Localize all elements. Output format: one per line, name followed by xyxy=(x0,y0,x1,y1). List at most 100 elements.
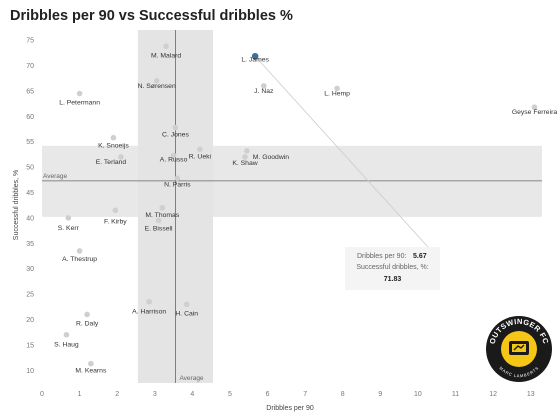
point-label: E. Terland xyxy=(96,159,127,166)
x-tick-label: 0 xyxy=(40,391,44,398)
data-point xyxy=(261,83,267,89)
data-point xyxy=(155,217,162,224)
x-tick-label: 4 xyxy=(190,391,194,398)
tooltip-x-label: Dribbles per 90: xyxy=(357,253,406,260)
point-label: Geyse Ferreira xyxy=(512,109,558,116)
point-label: J. Naz xyxy=(254,88,274,95)
y-tick-label: 45 xyxy=(26,190,34,197)
y-tick-label: 25 xyxy=(26,292,34,299)
x-tick-labels: 0 1 2 3 4 5 6 7 8 9 10 11 12 13 xyxy=(40,391,535,398)
data-point xyxy=(153,77,160,84)
y-tick-label: 15 xyxy=(26,342,34,349)
tooltip-y-value: 71.83 xyxy=(384,276,402,283)
y-tick-label: 50 xyxy=(26,165,34,172)
data-point xyxy=(110,134,117,141)
x-tick-label: 6 xyxy=(266,391,270,398)
data-point xyxy=(163,43,169,50)
point-label: L. Hemp xyxy=(324,90,350,97)
data-point xyxy=(170,152,177,159)
y-tick-label: 40 xyxy=(26,215,34,222)
data-point xyxy=(251,52,259,60)
point-label: N. Sørensen xyxy=(138,83,176,90)
point-label: H. Cain xyxy=(175,310,198,317)
data-point xyxy=(146,298,152,305)
point-label: S. Haug xyxy=(54,342,79,349)
point-labels: M. Malard L. James N. Sørensen J. Naz L. Hem… xyxy=(54,52,557,374)
x-tick-label: 2 xyxy=(115,391,119,398)
point-label: R. Daly xyxy=(76,320,99,327)
x-axis-label: Dribbles per 90 xyxy=(266,405,314,412)
data-point xyxy=(334,85,340,92)
point-label: F. Kirby xyxy=(104,218,127,225)
tooltip: Dribbles per 90: 5.67 Successful dribbles,… xyxy=(345,247,440,290)
data-point xyxy=(183,301,190,308)
x-tick-label: 5 xyxy=(228,391,232,398)
y-tick-label: 65 xyxy=(26,88,34,95)
data-points xyxy=(63,43,538,367)
y-tick-label: 10 xyxy=(26,368,34,375)
tooltip-x-value: 5.67 xyxy=(413,253,427,260)
y-tick-label: 55 xyxy=(26,139,34,146)
x-average-label: Average xyxy=(179,375,203,382)
data-point xyxy=(65,215,72,221)
point-label: M. Kearns xyxy=(75,368,107,375)
data-point xyxy=(197,146,203,153)
average-lines: Average Average xyxy=(42,30,542,383)
y-tick-label: 75 xyxy=(26,38,34,45)
point-label: L. Petermann xyxy=(59,99,100,106)
data-point xyxy=(88,360,94,367)
x-tick-label: 13 xyxy=(527,391,535,398)
data-point xyxy=(84,311,90,318)
point-label: A. Russo xyxy=(160,156,188,163)
data-point xyxy=(76,248,83,254)
x-tick-label: 1 xyxy=(78,391,82,398)
y-average-label: Average xyxy=(43,173,67,180)
point-label: N. Parris xyxy=(164,181,191,188)
data-point xyxy=(172,124,179,131)
x-tick-label: 12 xyxy=(489,391,497,398)
tooltip-connector xyxy=(254,55,429,248)
tooltip-box xyxy=(345,247,440,290)
point-label: C. Jones xyxy=(162,132,189,139)
data-point xyxy=(118,154,124,160)
point-label: E. Bissell xyxy=(145,225,173,232)
y-tick-label: 60 xyxy=(26,114,34,121)
x-tick-label: 8 xyxy=(341,391,345,398)
point-label: A. Harrison xyxy=(132,309,166,316)
tooltip-y-label: Successful dribbles, %: xyxy=(356,264,428,271)
point-label: M. Thomas xyxy=(145,212,179,219)
data-point xyxy=(244,148,250,154)
data-point xyxy=(112,207,119,214)
x-tick-label: 9 xyxy=(378,391,382,398)
y-average-band xyxy=(42,145,542,217)
point-label: A. Thestrup xyxy=(62,256,97,263)
average-bands xyxy=(42,30,542,383)
y-tick-label: 30 xyxy=(26,266,34,273)
x-tick-label: 7 xyxy=(303,391,307,398)
data-point xyxy=(159,204,166,211)
data-point xyxy=(242,154,248,160)
y-axis-label: Successful dribbles, % xyxy=(13,170,20,240)
outswinger-fc-logo: OUTSWINGER FC MARC LAMBERTS xyxy=(486,316,552,382)
y-tick-labels: 10 15 20 25 30 35 40 45 50 55 60 65 70 75 xyxy=(26,38,34,375)
point-label: S. Kerr xyxy=(58,225,80,232)
x-tick-label: 11 xyxy=(452,391,459,398)
x-tick-label: 10 xyxy=(414,391,422,398)
data-point xyxy=(76,90,83,97)
data-point xyxy=(63,331,70,338)
chart-title: Dribbles per 90 vs Successful dribbles % xyxy=(10,8,293,24)
point-label: M. Goodwin xyxy=(253,154,289,161)
point-label: K. Snoeijs xyxy=(98,143,129,150)
point-label: L. James xyxy=(241,56,269,63)
tooltip-connector-line xyxy=(254,55,429,248)
x-tick-label: 3 xyxy=(153,391,157,398)
point-label: K. Shaw xyxy=(232,160,257,167)
y-tick-label: 70 xyxy=(26,63,34,70)
y-tick-label: 20 xyxy=(26,317,34,324)
y-tick-label: 35 xyxy=(26,241,34,248)
point-label: M. Malard xyxy=(151,52,181,59)
data-point xyxy=(531,104,538,111)
data-point xyxy=(174,175,181,182)
point-label: R. Ueki xyxy=(189,153,212,160)
